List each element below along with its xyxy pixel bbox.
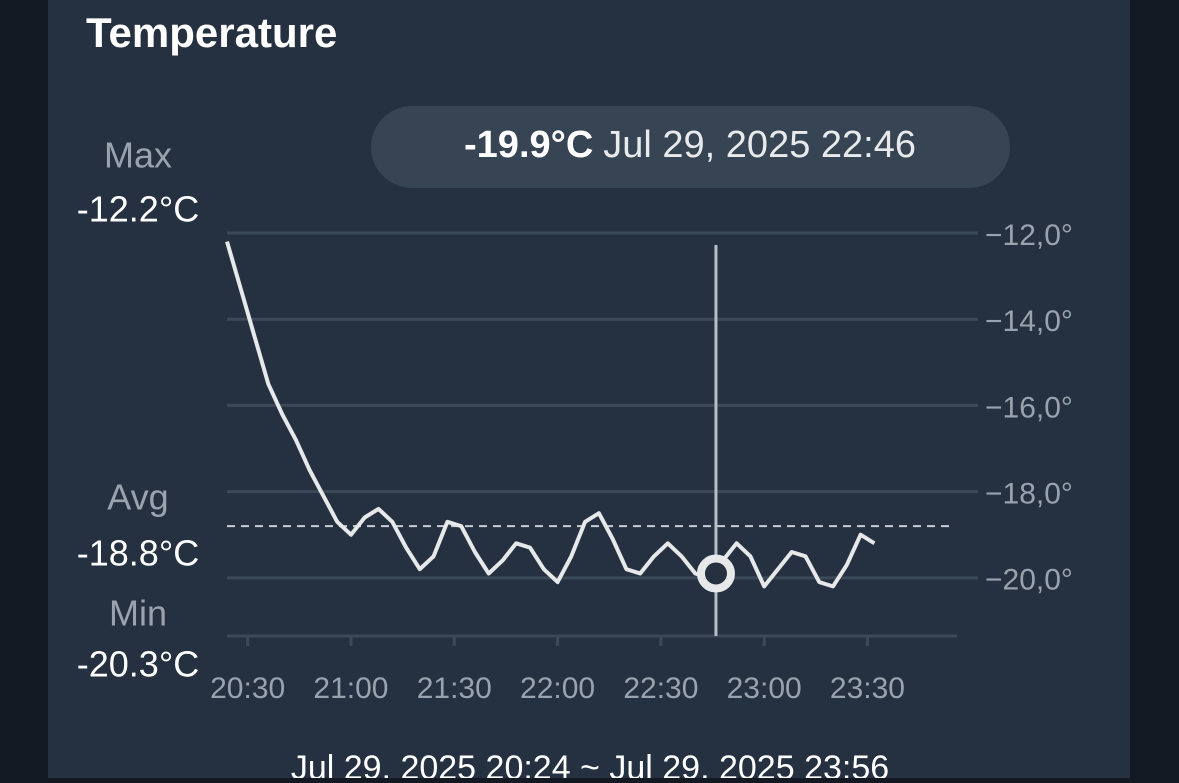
- stat-label: Min: [109, 593, 167, 634]
- y-tick-label: −12,0°: [985, 219, 1073, 252]
- x-tick-label: 22:00: [520, 672, 595, 705]
- x-tick-label: 21:00: [313, 672, 388, 705]
- x-tick-label: 21:30: [417, 672, 492, 705]
- x-tick-label: 23:00: [727, 672, 802, 705]
- tooltip-bubble: [371, 106, 1010, 188]
- x-tick-label: 23:30: [830, 672, 905, 705]
- y-tick-label: −14,0°: [985, 305, 1073, 338]
- x-tick-label: 22:30: [623, 672, 698, 705]
- y-tick-label: −20,0°: [985, 564, 1073, 597]
- stat-value: -12.2°C: [77, 189, 199, 230]
- stat-label: Avg: [107, 477, 168, 518]
- tooltip: -19.9°C Jul 29, 2025 22:46: [464, 124, 916, 166]
- x-tick-label: 20:30: [210, 672, 285, 705]
- hover-point: [696, 554, 735, 593]
- tooltip-time: Jul 29, 2025 22:46: [603, 124, 916, 166]
- date-range: Jul 29, 2025 20:24 ~ Jul 29, 2025 23:56: [291, 749, 889, 778]
- card-title: Temperature: [86, 9, 337, 56]
- stat-value: -20.3°C: [77, 644, 199, 685]
- stat-label: Max: [104, 135, 172, 176]
- temperature-line: [225, 241, 876, 589]
- y-tick-label: −18,0°: [985, 478, 1073, 511]
- y-tick-label: −16,0°: [985, 391, 1073, 424]
- stat-value: -18.8°C: [77, 533, 199, 574]
- tooltip-value: -19.9°C: [464, 124, 593, 166]
